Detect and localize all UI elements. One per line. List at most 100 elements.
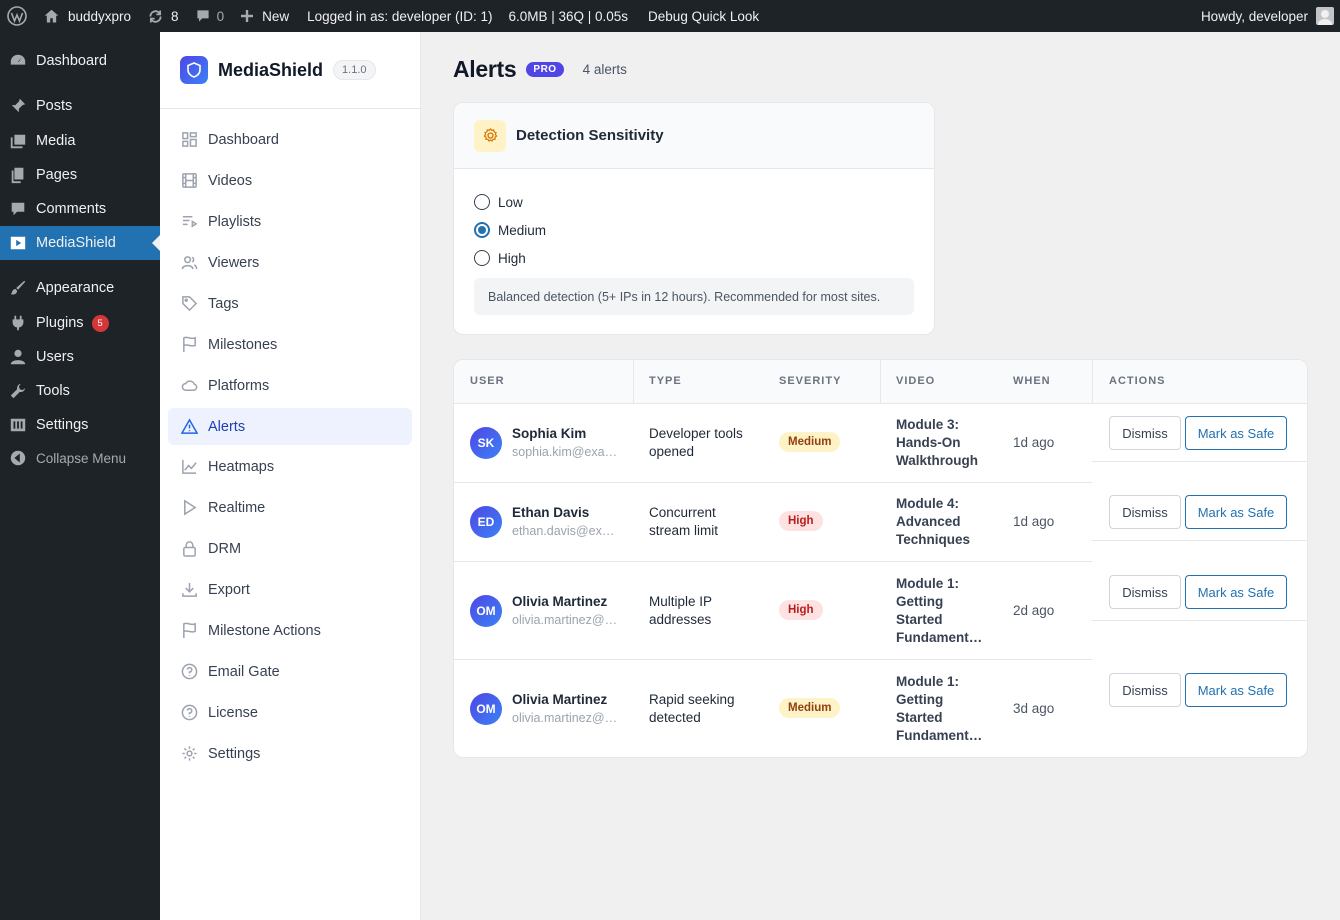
- main-content: Alerts PRO 4 alerts Detection Sensitivit…: [421, 32, 1340, 920]
- column-divider: [1092, 360, 1093, 404]
- site-name-link[interactable]: buddyxpro: [35, 0, 139, 32]
- dismiss-button[interactable]: Dismiss: [1109, 495, 1181, 529]
- radio-low[interactable]: Low: [474, 194, 523, 210]
- nav-playlists[interactable]: Playlists: [168, 203, 412, 240]
- radio-high[interactable]: High: [474, 250, 526, 266]
- new-content-link[interactable]: New: [232, 0, 297, 32]
- th-severity[interactable]: SEVERITY: [779, 375, 842, 387]
- th-type[interactable]: TYPE: [649, 375, 682, 387]
- column-divider: [633, 360, 634, 404]
- radio-label: High: [498, 250, 526, 266]
- nav-milestones[interactable]: Milestones: [168, 326, 412, 363]
- gear-icon: [180, 745, 198, 763]
- nav-viewers[interactable]: Viewers: [168, 244, 412, 281]
- card-header: Detection Sensitivity: [454, 103, 934, 169]
- nav-label: Videos: [208, 172, 253, 189]
- sensitivity-hint: Balanced detection (5+ IPs in 12 hours).…: [474, 278, 914, 315]
- row-divider: [1092, 461, 1307, 462]
- nav-platforms[interactable]: Platforms: [168, 367, 412, 404]
- lock-icon: [180, 540, 198, 558]
- perf-text: 6.0MB | 36Q | 0.05s: [508, 8, 629, 24]
- media-icon: [0, 132, 36, 150]
- alert-type: Rapid seeking detected: [649, 692, 735, 725]
- nav-heatmaps[interactable]: Heatmaps: [168, 448, 412, 485]
- menu-label: Dashboard: [36, 53, 107, 69]
- menu-plugins[interactable]: Plugins 5: [0, 306, 160, 340]
- menu-mediashield[interactable]: MediaShield: [0, 226, 160, 260]
- page-title: Alerts: [453, 56, 517, 82]
- plugins-update-badge: 5: [91, 314, 109, 332]
- download-icon: [180, 581, 198, 599]
- menu-pages[interactable]: Pages: [0, 158, 160, 192]
- user-avatar: SK: [470, 427, 502, 459]
- row-divider: [1092, 620, 1307, 621]
- nav-label: Playlists: [208, 213, 262, 230]
- howdy-text: Howdy, developer: [1200, 8, 1308, 24]
- my-account-link[interactable]: Howdy, developer: [1193, 0, 1334, 32]
- nav-realtime[interactable]: Realtime: [168, 489, 412, 526]
- nav-alerts[interactable]: Alerts: [168, 408, 412, 445]
- play-icon: [180, 499, 198, 517]
- dismiss-button[interactable]: Dismiss: [1109, 416, 1181, 450]
- dismiss-button[interactable]: Dismiss: [1109, 575, 1181, 609]
- dashboard-icon: [0, 52, 36, 70]
- updates-link[interactable]: 8: [139, 0, 187, 32]
- mark-as-safe-button[interactable]: Mark as Safe: [1185, 495, 1287, 529]
- radio-button[interactable]: [474, 250, 490, 266]
- user-email: sophia.kim@example.com: [512, 445, 618, 459]
- comments-link[interactable]: 0: [187, 0, 233, 32]
- menu-comments[interactable]: Comments: [0, 192, 160, 226]
- collapse-menu-button[interactable]: Collapse Menu: [0, 441, 160, 475]
- nav-label: Viewers: [208, 254, 260, 271]
- comments-count: 0: [216, 8, 225, 24]
- nav-license[interactable]: License: [168, 694, 412, 731]
- alert-time: 2d ago: [1013, 603, 1055, 618]
- nav-email-gate[interactable]: Email Gate: [168, 653, 412, 690]
- playlist-icon: [180, 213, 198, 231]
- debug-quick-look[interactable]: Debug Quick Look: [636, 0, 767, 32]
- nav-export[interactable]: Export: [168, 571, 412, 608]
- nav-dashboard[interactable]: Dashboard: [168, 121, 412, 158]
- wordpress-logo-icon[interactable]: [0, 0, 35, 32]
- mark-as-safe-button[interactable]: Mark as Safe: [1185, 416, 1287, 450]
- alert-type: Multiple IP addresses: [649, 594, 712, 627]
- th-when[interactable]: WHEN: [1013, 375, 1051, 387]
- wp-admin-menu: Dashboard Posts Media Pages Comments Med…: [0, 32, 160, 920]
- menu-dashboard[interactable]: Dashboard: [0, 44, 160, 78]
- radio-button[interactable]: [474, 222, 490, 238]
- nav-label: Realtime: [208, 499, 266, 516]
- dismiss-button[interactable]: Dismiss: [1109, 673, 1181, 707]
- th-video[interactable]: VIDEO: [896, 375, 936, 387]
- severity-badge: High: [779, 600, 823, 620]
- nav-milestone-actions[interactable]: Milestone Actions: [168, 612, 412, 649]
- mark-as-safe-button[interactable]: Mark as Safe: [1185, 673, 1287, 707]
- th-user[interactable]: USER: [470, 375, 505, 387]
- menu-users[interactable]: Users: [0, 340, 160, 374]
- updates-count: 8: [171, 8, 179, 24]
- menu-posts[interactable]: Posts: [0, 89, 160, 123]
- nav-label: Milestones: [208, 336, 278, 353]
- user-email: ethan.davis@example.com: [512, 524, 618, 538]
- menu-label: Media: [36, 133, 76, 149]
- radio-medium[interactable]: Medium: [474, 222, 546, 238]
- radio-button[interactable]: [474, 194, 490, 210]
- nav-drm[interactable]: DRM: [168, 530, 412, 567]
- detection-sensitivity-card: Detection Sensitivity Low Medium High Ba…: [453, 102, 935, 335]
- table-row: OM Olivia Martinez olivia.martinez@examp…: [454, 660, 1307, 757]
- site-name: buddyxpro: [68, 8, 132, 24]
- mark-as-safe-button[interactable]: Mark as Safe: [1185, 575, 1287, 609]
- film-icon: [180, 172, 198, 190]
- menu-settings[interactable]: Settings: [0, 408, 160, 442]
- video-title: Module 4: Advanced Techniques: [896, 496, 971, 547]
- logged-in-info: Logged in as: developer (ID: 1): [297, 0, 500, 32]
- shield-logo-icon: [180, 56, 208, 84]
- nav-videos[interactable]: Videos: [168, 162, 412, 199]
- perf-info[interactable]: 6.0MB | 36Q | 0.05s: [500, 0, 636, 32]
- nav-settings[interactable]: Settings: [168, 735, 412, 772]
- logged-in-text: Logged in as: developer (ID: 1): [307, 8, 493, 24]
- menu-appearance[interactable]: Appearance: [0, 271, 160, 305]
- nav-tags[interactable]: Tags: [168, 285, 412, 322]
- menu-tools[interactable]: Tools: [0, 374, 160, 408]
- alerts-count: 4 alerts: [582, 62, 627, 77]
- menu-media[interactable]: Media: [0, 124, 160, 158]
